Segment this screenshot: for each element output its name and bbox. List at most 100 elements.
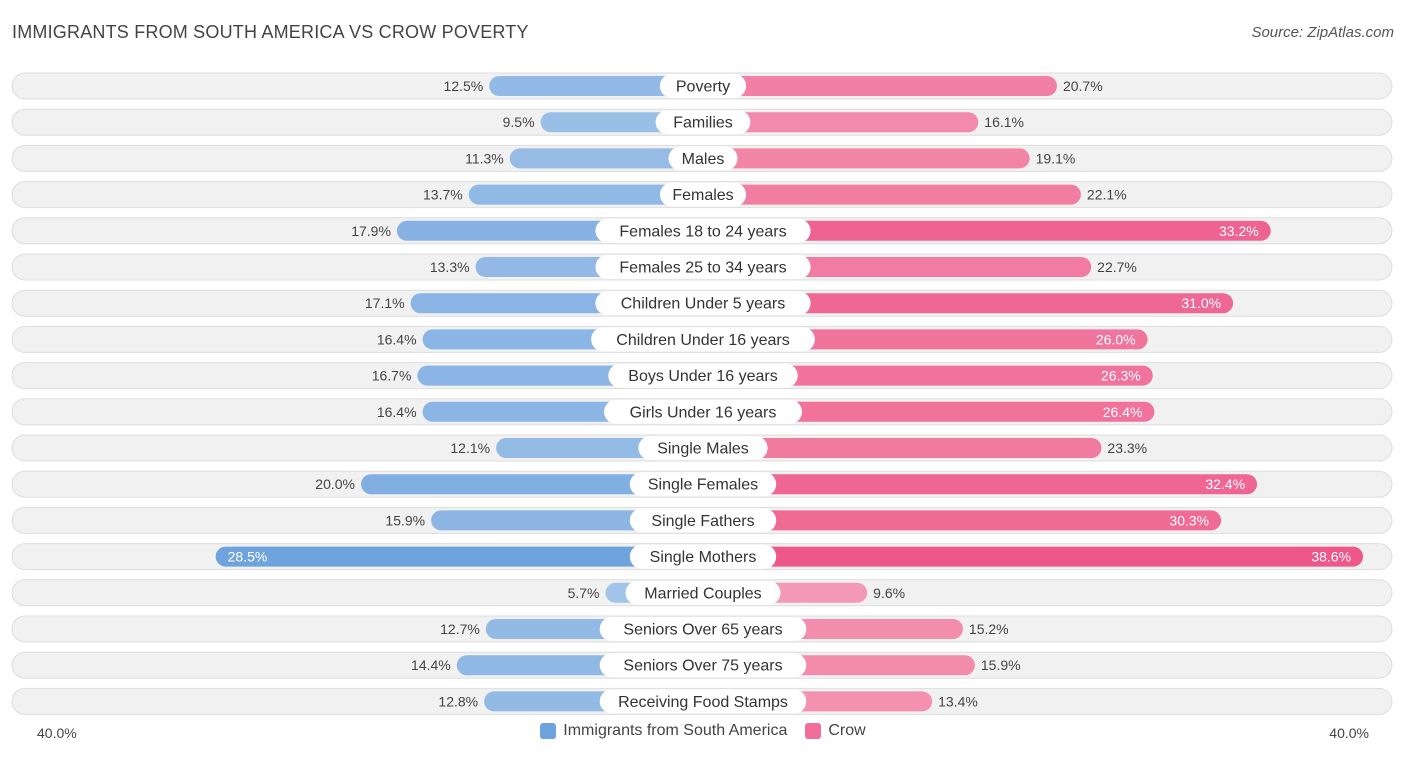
category-pill [659, 74, 747, 98]
legend: Immigrants from South America Crow [0, 722, 1406, 740]
bar-left [468, 184, 703, 205]
value-label-right: 22.7% [1097, 259, 1137, 275]
category-pill [629, 472, 777, 497]
category-label: Children Under 5 years [621, 296, 786, 313]
bar-right [703, 474, 1258, 495]
bar-right [703, 220, 1271, 241]
value-label-right: 26.4% [1103, 404, 1143, 420]
value-label-right: 16.1% [984, 114, 1024, 130]
bar-right [703, 365, 1153, 386]
bar-left [489, 76, 703, 96]
chart-title: IMMIGRANTS FROM SOUTH AMERICA VS CROW PO… [12, 22, 529, 42]
bar-right [703, 401, 1155, 422]
category-pill [629, 508, 777, 533]
category-pill [599, 617, 807, 641]
bar-right [703, 438, 1102, 458]
value-label-left: 12.8% [438, 693, 478, 709]
category-label: Boys Under 16 years [628, 368, 777, 385]
value-label-right: 30.3% [1169, 512, 1209, 528]
value-label-left: 9.5% [503, 114, 535, 130]
value-label-right: 9.6% [873, 585, 905, 601]
category-pill [608, 363, 798, 388]
category-pill [599, 689, 807, 714]
value-label-left: 14.4% [411, 657, 451, 673]
bar-left [509, 148, 703, 169]
value-label-left: 16.4% [377, 404, 417, 420]
legend-item-left[interactable]: Immigrants from South America [540, 722, 787, 740]
category-label: Receiving Food Stamps [618, 694, 788, 711]
bar-right [703, 510, 1222, 531]
category-label: Males [682, 151, 725, 168]
value-label-left: 16.4% [377, 331, 417, 347]
category-label: Seniors Over 65 years [623, 622, 782, 639]
category-pill [604, 399, 802, 424]
legend-swatch-right [805, 723, 822, 739]
chart-area: 12.5% 20.7% Poverty 9.5% 16.1% Families 11.3% 1… [11, 72, 1393, 715]
category-pill [659, 182, 747, 207]
category-label: Poverty [676, 79, 730, 96]
category-pill [668, 146, 738, 171]
value-label-right: 33.2% [1219, 223, 1259, 239]
category-label: Families [673, 115, 733, 132]
legend-label-left: Immigrants from South America [563, 722, 788, 739]
value-label-left: 13.3% [430, 259, 470, 275]
value-label-right: 23.3% [1107, 440, 1147, 456]
category-pill [599, 653, 807, 678]
category-label: Females [672, 187, 733, 204]
value-label-right: 15.9% [981, 657, 1021, 673]
value-label-right: 15.2% [969, 621, 1009, 637]
value-label-right: 19.1% [1036, 150, 1076, 166]
source-label: Source: ZipAtlas.com [1251, 24, 1394, 41]
bar-right [703, 112, 979, 133]
category-label: Females 25 to 34 years [619, 260, 786, 277]
category-label: Girls Under 16 years [630, 404, 777, 421]
value-label-right: 32.4% [1205, 476, 1245, 492]
value-label-left: 28.5% [228, 549, 268, 565]
category-pill [655, 110, 751, 135]
category-pill [595, 218, 811, 243]
bar-left [361, 474, 703, 495]
value-label-left: 17.9% [351, 223, 391, 239]
bar-right [703, 329, 1148, 350]
legend-label-right: Crow [828, 722, 866, 739]
value-label-left: 12.7% [440, 621, 480, 637]
category-label: Single Females [648, 477, 758, 494]
legend-swatch-left [540, 723, 557, 739]
bar-right [703, 184, 1081, 205]
value-label-right: 38.6% [1311, 549, 1351, 565]
category-pill [629, 544, 777, 569]
value-label-right: 13.4% [938, 693, 978, 709]
value-label-left: 13.7% [423, 187, 463, 203]
value-label-left: 11.3% [465, 150, 504, 166]
value-label-left: 15.9% [385, 512, 425, 528]
value-label-right: 26.3% [1101, 368, 1141, 384]
bar-right [703, 293, 1234, 314]
bar-right [703, 76, 1057, 96]
category-label: Females 18 to 24 years [619, 223, 786, 240]
value-label-left: 16.7% [372, 368, 412, 384]
axis-left-label: 40.0% [37, 725, 77, 741]
category-pill [638, 436, 768, 460]
value-label-left: 5.7% [568, 585, 600, 601]
bar-left [215, 546, 703, 567]
bar-right [703, 546, 1364, 567]
axis-right-label: 40.0% [1329, 725, 1369, 741]
category-label: Married Couples [644, 585, 761, 602]
category-pill [595, 255, 811, 279]
bar-right [703, 148, 1030, 169]
value-label-left: 20.0% [315, 476, 355, 492]
category-label: Children Under 16 years [616, 332, 789, 349]
category-label: Single Mothers [650, 549, 757, 566]
legend-item-right[interactable]: Crow [805, 722, 866, 740]
category-pill [595, 291, 811, 316]
category-label: Single Males [657, 441, 749, 458]
category-label: Seniors Over 75 years [623, 658, 782, 675]
value-label-left: 17.1% [365, 295, 405, 311]
value-label-right: 31.0% [1181, 295, 1221, 311]
value-label-left: 12.5% [444, 78, 484, 94]
value-label-left: 12.1% [450, 440, 490, 456]
category-pill [625, 580, 781, 605]
value-label-right: 26.0% [1096, 331, 1136, 347]
value-label-right: 20.7% [1063, 78, 1103, 94]
category-pill [591, 327, 815, 352]
